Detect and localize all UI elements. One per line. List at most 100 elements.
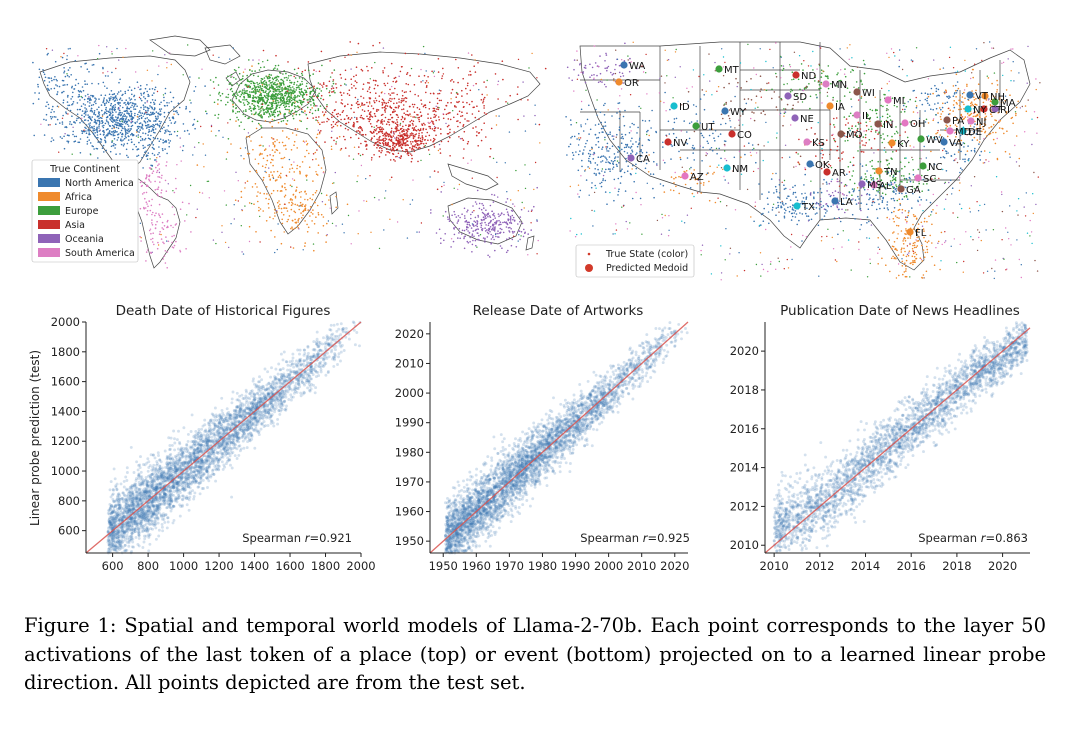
- map-point: [268, 114, 271, 116]
- map-point: [89, 122, 92, 124]
- map-point: [51, 137, 53, 139]
- map-point: [260, 98, 263, 101]
- map-point: [390, 131, 392, 133]
- map-point: [372, 79, 375, 82]
- map-point: [61, 121, 64, 123]
- map-point: [170, 122, 173, 124]
- map-point: [472, 230, 475, 232]
- map-point: [1011, 116, 1014, 119]
- map-point: [158, 124, 161, 127]
- map-point: [67, 140, 70, 143]
- map-point: [310, 90, 313, 93]
- map-point: [573, 135, 576, 138]
- map-point: [448, 220, 451, 222]
- map-point: [785, 202, 787, 205]
- map-point: [851, 194, 853, 196]
- map-point: [886, 164, 889, 166]
- map-point: [142, 132, 144, 134]
- map-point: [173, 244, 176, 247]
- map-point: [913, 259, 916, 262]
- map-point: [373, 112, 376, 115]
- map-point: [173, 106, 175, 108]
- map-point: [517, 58, 520, 61]
- map-point: [139, 222, 142, 224]
- map-point: [281, 100, 283, 102]
- map-point: [283, 70, 286, 72]
- map-point: [417, 147, 420, 150]
- map-point: [121, 99, 123, 102]
- map-point: [121, 94, 123, 97]
- map-point: [474, 201, 477, 203]
- map-point: [450, 246, 452, 248]
- map-point: [447, 112, 449, 115]
- map-point: [401, 144, 404, 147]
- map-point: [133, 95, 135, 98]
- map-point: [329, 207, 331, 209]
- map-point: [861, 165, 864, 167]
- map-point: [783, 184, 785, 186]
- map-point: [155, 111, 158, 113]
- map-point: [258, 89, 261, 91]
- map-point: [895, 257, 897, 260]
- map-point: [111, 127, 113, 130]
- map-point: [283, 231, 285, 233]
- map-point: [344, 56, 346, 58]
- map-point: [268, 207, 270, 209]
- map-point: [292, 89, 294, 92]
- map-point: [286, 90, 289, 92]
- map-point: [438, 92, 441, 95]
- map-point: [432, 92, 435, 95]
- map-point: [112, 133, 114, 135]
- map-point: [791, 207, 794, 209]
- map-point: [173, 122, 176, 124]
- map-point: [606, 159, 608, 161]
- map-point: [147, 93, 149, 96]
- map-point: [356, 51, 358, 53]
- map-point: [377, 144, 380, 146]
- map-point: [356, 130, 358, 132]
- map-point: [273, 171, 275, 173]
- map-point: [988, 133, 990, 136]
- map-point: [104, 85, 106, 87]
- map-point: [612, 160, 615, 163]
- map-point: [818, 208, 821, 210]
- map-point: [467, 230, 469, 232]
- map-point: [480, 208, 483, 211]
- map-point: [359, 105, 362, 108]
- map-point: [599, 111, 602, 114]
- map-point: [66, 140, 68, 142]
- map-point: [242, 99, 244, 101]
- map-point: [259, 85, 262, 87]
- map-point: [859, 163, 862, 165]
- map-point: [777, 201, 779, 204]
- map-point: [85, 108, 88, 110]
- map-point: [124, 115, 126, 118]
- map-point: [97, 141, 99, 143]
- map-point: [633, 180, 635, 183]
- map-point: [160, 238, 163, 240]
- map-point: [458, 110, 461, 113]
- map-point: [321, 121, 323, 124]
- map-point: [236, 116, 238, 119]
- map-point: [344, 147, 347, 149]
- map-point: [284, 144, 287, 147]
- map-point: [568, 145, 570, 148]
- map-point: [415, 146, 418, 149]
- map-point: [187, 44, 189, 46]
- map-point: [507, 214, 510, 217]
- map-point: [803, 184, 805, 186]
- map-point: [280, 78, 283, 81]
- map-point: [337, 112, 340, 115]
- map-point: [777, 206, 779, 209]
- map-point: [78, 141, 81, 144]
- map-point: [55, 116, 57, 118]
- map-point: [66, 134, 69, 136]
- map-point: [390, 100, 392, 103]
- map-point: [247, 85, 249, 88]
- map-point: [821, 218, 823, 221]
- map-point: [157, 73, 159, 76]
- map-point: [301, 161, 304, 163]
- map-point: [817, 224, 820, 227]
- map-point: [396, 102, 398, 104]
- map-point: [343, 83, 346, 85]
